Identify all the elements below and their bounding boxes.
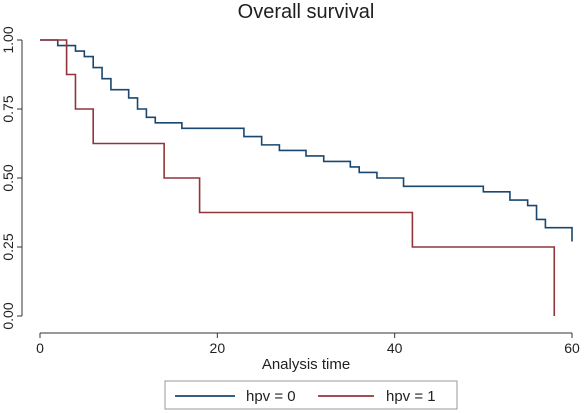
plot-series [40,39,573,316]
y-tick-label: 0.50 [0,164,16,191]
x-tick-label: 60 [564,340,580,356]
legend: hpv = 0 hpv = 1 [164,380,458,410]
legend-label-1: hpv = 0 [246,388,296,405]
legend-label-2: hpv = 1 [386,388,436,405]
legend-box [164,380,458,410]
x-axis-label: Analysis time [262,356,350,373]
y-tick-label: 0.25 [0,233,16,260]
y-tick-label: 1.00 [0,26,16,53]
series-line-2 [40,39,556,316]
y-tick-label: 0.75 [0,95,16,122]
x-tick-label: 0 [36,340,44,356]
x-axis: 0 20 40 60 [36,332,580,356]
y-axis: 0.00 0.25 0.50 0.75 1.00 [0,26,23,330]
x-tick-label: 20 [210,340,226,356]
series-line-1 [40,39,573,242]
chart-title: Overall survival [238,1,375,23]
x-tick-label: 40 [387,340,403,356]
y-tick-label: 0.00 [0,302,16,329]
